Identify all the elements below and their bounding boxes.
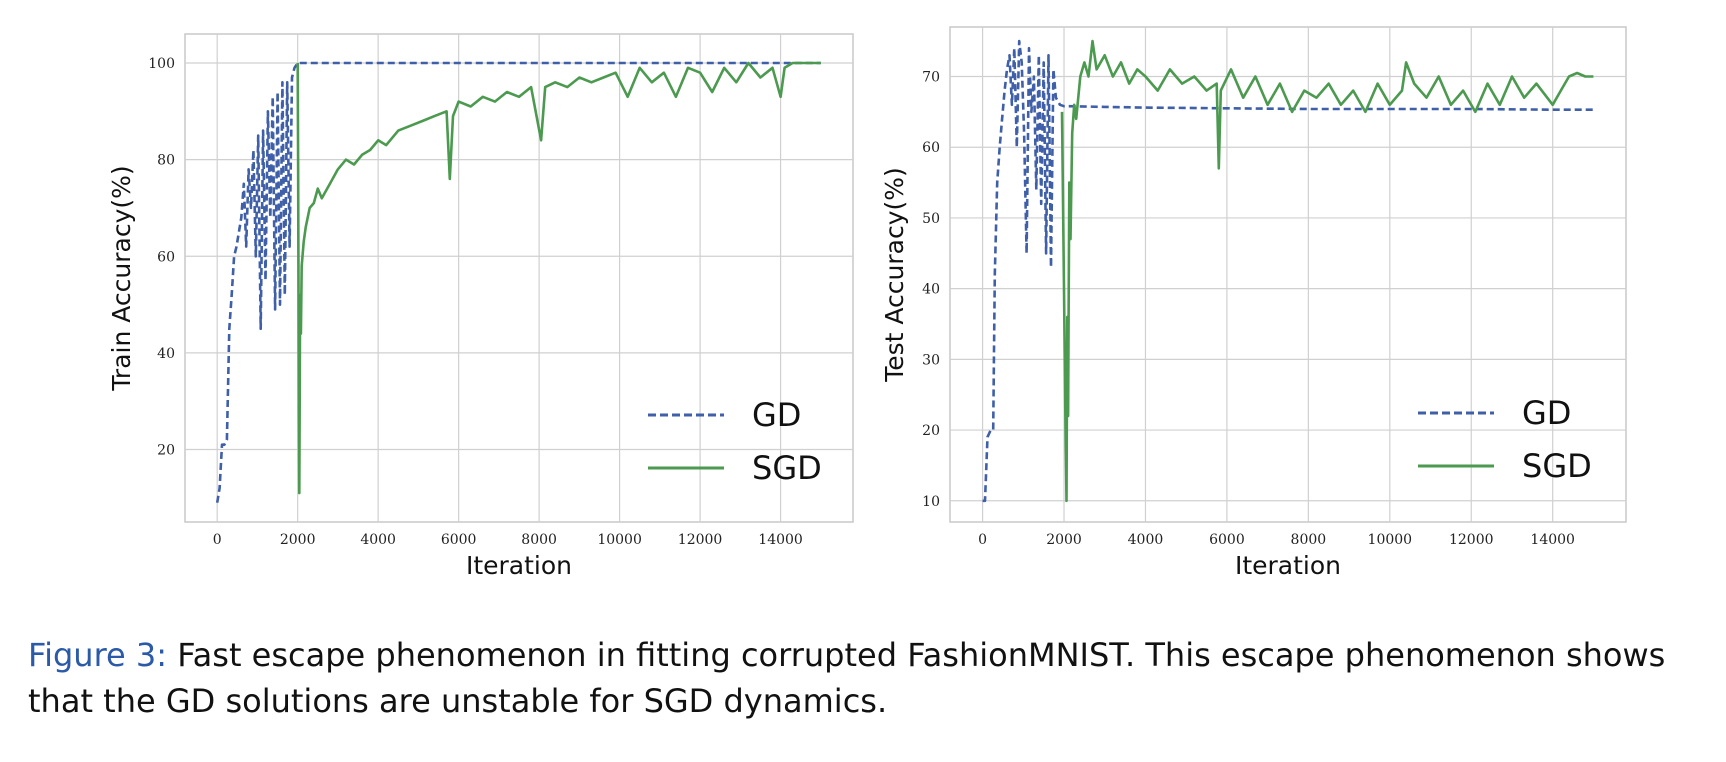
y-tick-label: 40 (922, 282, 940, 298)
x-axis-label: Iteration (466, 551, 572, 580)
x-tick-label: 4000 (1128, 532, 1164, 548)
caption-text: Fast escape phenomenon in fitting corrup… (28, 636, 1666, 720)
chart-panel-2: 0 2000 4000 6000 8000 10000 12000 14000 10 20 30 40… (880, 26, 1627, 580)
y-tick-label: 70 (922, 70, 940, 86)
x-tick-label: 8000 (521, 532, 557, 548)
x-tick-label: 2000 (1046, 532, 1082, 548)
x-tick-label: 12000 (678, 532, 723, 548)
y-tick-label: 100 (148, 56, 175, 72)
x-tick-label: 10000 (1368, 532, 1413, 548)
series-line-sgd (1060, 39, 1594, 503)
x-tick-label: 10000 (597, 532, 642, 548)
x-tick-label: 2000 (280, 532, 316, 548)
x-tick-label: 14000 (758, 532, 803, 548)
x-tick-label: 6000 (441, 532, 477, 548)
x-tick-label: 14000 (1530, 532, 1575, 548)
figure: 0 2000 4000 6000 8000 10000 12000 14000 20 40 60 80… (107, 26, 1627, 580)
legend-label-sgd: SGD (1522, 447, 1592, 485)
x-tick-label: 0 (978, 532, 987, 548)
legend-label-gd: GD (752, 396, 801, 434)
caption-label: Figure 3: (28, 636, 168, 674)
y-tick-label: 50 (922, 211, 940, 227)
series-line-gd (982, 39, 1594, 503)
x-tick-label: 4000 (360, 532, 396, 548)
y-tick-label: 40 (157, 346, 175, 362)
legend-label-sgd: SGD (752, 449, 822, 487)
y-axis-label: Train Accuracy(%) (107, 165, 136, 391)
x-tick-label: 0 (213, 532, 222, 548)
y-tick-label: 20 (157, 443, 175, 459)
series-line-sgd (296, 61, 821, 495)
series-line-gd (215, 61, 821, 503)
y-tick-label: 60 (157, 249, 175, 265)
figure-caption: Figure 3: Fast escape phenomenon in fitt… (28, 632, 1718, 724)
y-axis-label: Test Accuracy(%) (880, 167, 909, 383)
y-tick-label: 30 (922, 352, 940, 368)
y-tick-label: 10 (922, 494, 940, 510)
x-tick-label: 12000 (1449, 532, 1494, 548)
plot-area (184, 33, 854, 523)
x-axis-label: Iteration (1235, 551, 1341, 580)
legend-label-gd: GD (1522, 394, 1571, 432)
x-tick-label: 6000 (1209, 532, 1245, 548)
y-tick-label: 20 (922, 423, 940, 439)
chart-panel-1: 0 2000 4000 6000 8000 10000 12000 14000 20 40 60 80… (107, 33, 854, 580)
x-tick-label: 8000 (1291, 532, 1327, 548)
y-tick-label: 60 (922, 140, 940, 156)
y-tick-label: 80 (157, 153, 175, 169)
